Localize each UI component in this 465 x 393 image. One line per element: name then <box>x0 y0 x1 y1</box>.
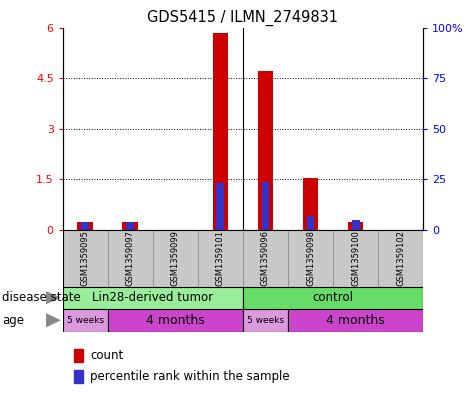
Bar <box>261 182 269 230</box>
Bar <box>352 220 359 230</box>
Bar <box>379 230 423 287</box>
Bar <box>63 287 243 309</box>
Bar <box>243 309 288 332</box>
Polygon shape <box>46 313 61 327</box>
Bar <box>108 309 243 332</box>
Bar <box>63 309 108 332</box>
Bar <box>303 178 319 230</box>
Bar <box>243 287 423 309</box>
Text: GSM1359101: GSM1359101 <box>216 230 225 286</box>
Bar <box>77 222 93 230</box>
Bar <box>348 222 364 230</box>
Bar <box>258 71 273 230</box>
Bar <box>63 230 107 287</box>
Text: Lin28-derived tumor: Lin28-derived tumor <box>93 291 213 304</box>
Bar <box>333 230 378 287</box>
Bar <box>73 349 83 362</box>
Text: 5 weeks: 5 weeks <box>247 316 284 325</box>
Bar <box>73 370 83 383</box>
Bar <box>126 222 134 230</box>
Bar <box>213 33 228 230</box>
Title: GDS5415 / ILMN_2749831: GDS5415 / ILMN_2749831 <box>147 10 339 26</box>
Text: percentile rank within the sample: percentile rank within the sample <box>90 370 290 383</box>
Bar <box>243 230 288 287</box>
Text: 4 months: 4 months <box>146 314 205 327</box>
Text: 4 months: 4 months <box>326 314 385 327</box>
Text: GSM1359097: GSM1359097 <box>126 230 135 286</box>
Bar <box>217 184 225 230</box>
Bar <box>122 222 138 230</box>
Text: disease state: disease state <box>2 291 81 304</box>
Text: GSM1359095: GSM1359095 <box>81 230 90 286</box>
Text: count: count <box>90 349 123 362</box>
Bar <box>198 230 243 287</box>
Polygon shape <box>46 291 61 304</box>
Bar <box>306 216 314 230</box>
Text: age: age <box>2 314 24 327</box>
Bar <box>288 309 423 332</box>
Text: GSM1359099: GSM1359099 <box>171 230 180 286</box>
Bar <box>81 222 89 230</box>
Bar <box>108 230 153 287</box>
Bar <box>288 230 333 287</box>
Text: GSM1359102: GSM1359102 <box>396 230 405 286</box>
Text: GSM1359100: GSM1359100 <box>351 230 360 286</box>
Text: GSM1359098: GSM1359098 <box>306 230 315 286</box>
Text: GSM1359096: GSM1359096 <box>261 230 270 286</box>
Bar <box>153 230 198 287</box>
Text: control: control <box>312 291 353 304</box>
Text: 5 weeks: 5 weeks <box>67 316 104 325</box>
